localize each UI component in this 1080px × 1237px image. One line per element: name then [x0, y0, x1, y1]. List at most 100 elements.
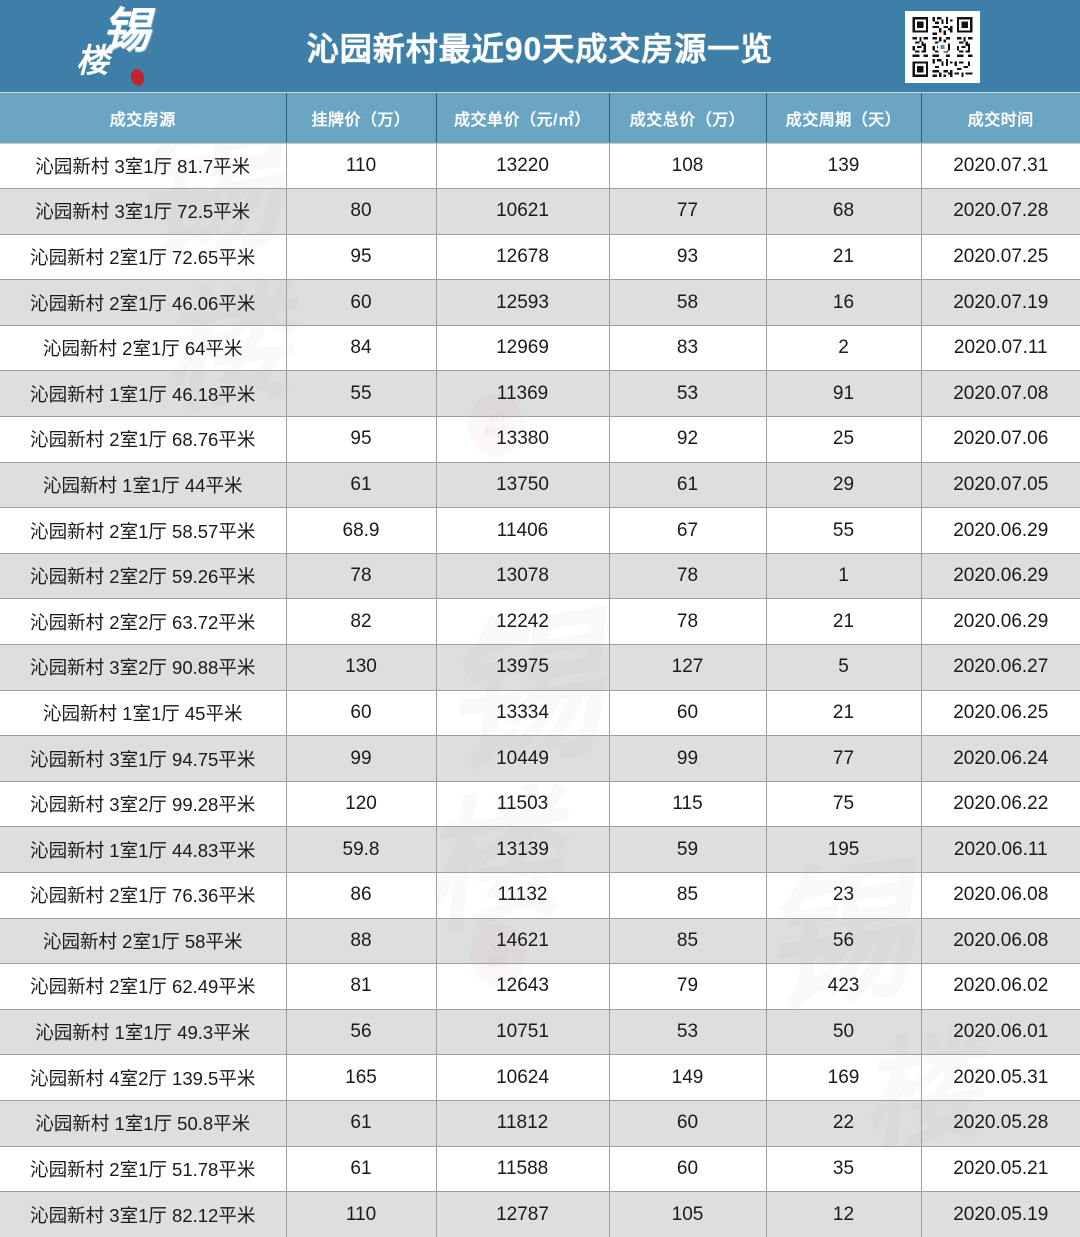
- cell-total-price: 85: [609, 918, 767, 965]
- table-row[interactable]: 沁园新村 2室2厅 59.26平米 78 13078 78 1 2020.06.29: [0, 553, 1080, 600]
- table-row[interactable]: 沁园新村 3室1厅 81.7平米 110 13220 108 139 2020.07.31: [0, 143, 1080, 190]
- column-header-cycle-days[interactable]: 成交周期（天）: [766, 93, 922, 144]
- cell-deal-date: 2020.05.21: [921, 1146, 1080, 1193]
- cell-listing: 沁园新村 3室1厅 82.12平米: [0, 1191, 287, 1237]
- table-row[interactable]: 沁园新村 2室2厅 63.72平米 82 12242 78 21 2020.06.29: [0, 598, 1080, 646]
- cell-unit-price: 13139: [436, 826, 610, 873]
- cell-total-price: 115: [609, 781, 767, 828]
- cell-total-price: 83: [609, 325, 767, 372]
- cell-cycle-days: 169: [766, 1054, 922, 1101]
- table-row[interactable]: 沁园新村 3室2厅 99.28平米 120 11503 115 75 2020.06.22: [0, 781, 1080, 828]
- column-header-total-price[interactable]: 成交总价（万）: [609, 93, 767, 144]
- cell-deal-date: 2020.06.01: [921, 1009, 1080, 1056]
- cell-listing: 沁园新村 2室1厅 76.36平米: [0, 872, 287, 919]
- table-row[interactable]: 沁园新村 2室1厅 46.06平米 60 12593 58 16 2020.07.19: [0, 279, 1080, 326]
- cell-deal-date: 2020.06.08: [921, 918, 1080, 965]
- cell-total-price: 53: [609, 1009, 767, 1056]
- cell-cycle-days: 91: [766, 370, 922, 418]
- cell-cycle-days: 25: [766, 416, 922, 463]
- cell-list-price: 78: [286, 553, 437, 600]
- cell-cycle-days: 12: [766, 1191, 922, 1237]
- cell-total-price: 78: [609, 598, 767, 646]
- cell-list-price: 61: [286, 462, 437, 509]
- table-row[interactable]: 沁园新村 2室1厅 72.65平米 95 12678 93 21 2020.07.25: [0, 234, 1080, 281]
- cell-cycle-days: 50: [766, 1009, 922, 1056]
- table-row[interactable]: 沁园新村 3室1厅 72.5平米 80 10621 77 68 2020.07.28: [0, 188, 1080, 235]
- cell-unit-price: 11406: [436, 507, 610, 554]
- cell-unit-price: 10621: [436, 188, 610, 235]
- cell-listing: 沁园新村 3室1厅 81.7平米: [0, 143, 287, 190]
- table-row[interactable]: 沁园新村 3室1厅 82.12平米 110 12787 105 12 2020.05.19: [0, 1191, 1080, 1237]
- cell-unit-price: 12593: [436, 279, 610, 326]
- cell-listing: 沁园新村 1室1厅 49.3平米: [0, 1009, 287, 1056]
- cell-list-price: 68.9: [286, 507, 437, 554]
- table-row[interactable]: 沁园新村 2室1厅 58.57平米 68.9 11406 67 55 2020.06.29: [0, 507, 1080, 554]
- cell-cycle-days: 77: [766, 735, 922, 782]
- cell-unit-price: 12787: [436, 1191, 610, 1237]
- cell-listing: 沁园新村 3室1厅 94.75平米: [0, 735, 287, 782]
- table-row[interactable]: 沁园新村 2室1厅 64平米 84 12969 83 2 2020.07.11: [0, 325, 1080, 372]
- table-row[interactable]: 沁园新村 4室2厅 139.5平米 165 10624 149 169 2020.05.3…: [0, 1054, 1080, 1101]
- cell-deal-date: 2020.07.31: [921, 143, 1080, 190]
- table-row[interactable]: 沁园新村 2室1厅 76.36平米 86 11132 85 23 2020.06.08: [0, 872, 1080, 919]
- cell-unit-price: 11503: [436, 781, 610, 828]
- cell-unit-price: 12969: [436, 325, 610, 372]
- cell-total-price: 59: [609, 826, 767, 873]
- cell-listing: 沁园新村 1室1厅 46.18平米: [0, 370, 287, 418]
- cell-list-price: 81: [286, 963, 437, 1010]
- column-header-list-price[interactable]: 挂牌价（万）: [286, 93, 437, 144]
- table-row[interactable]: 沁园新村 3室1厅 94.75平米 99 10449 99 77 2020.06.24: [0, 735, 1080, 782]
- cell-cycle-days: 5: [766, 644, 922, 691]
- logo-red-dot-icon: [129, 67, 146, 88]
- cell-list-price: 110: [286, 1191, 437, 1237]
- cell-total-price: 127: [609, 644, 767, 691]
- table-row[interactable]: 沁园新村 1室1厅 45平米 60 13334 60 21 2020.06.25: [0, 690, 1080, 737]
- table-row[interactable]: 沁园新村 1室1厅 44平米 61 13750 61 29 2020.07.05: [0, 462, 1080, 509]
- cell-total-price: 60: [609, 1146, 767, 1193]
- cell-total-price: 60: [609, 1100, 767, 1147]
- cell-list-price: 82: [286, 598, 437, 646]
- cell-cycle-days: 139: [766, 143, 922, 190]
- cell-total-price: 92: [609, 416, 767, 463]
- cell-total-price: 67: [609, 507, 767, 554]
- cell-list-price: 110: [286, 143, 437, 190]
- logo-sub-char: 楼: [76, 41, 109, 80]
- table-row[interactable]: 沁园新村 2室1厅 62.49平米 81 12643 79 423 2020.06.02: [0, 963, 1080, 1010]
- table-row[interactable]: 沁园新村 1室1厅 50.8平米 61 11812 60 22 2020.05.28: [0, 1100, 1080, 1147]
- cell-unit-price: 12678: [436, 234, 610, 281]
- table-row[interactable]: 沁园新村 2室1厅 58平米 88 14621 85 56 2020.06.08: [0, 918, 1080, 965]
- table-row[interactable]: 沁园新村 2室1厅 51.78平米 61 11588 60 35 2020.05.21: [0, 1146, 1080, 1193]
- cell-deal-date: 2020.07.11: [921, 325, 1080, 372]
- cell-deal-date: 2020.06.02: [921, 963, 1080, 1010]
- table-row[interactable]: 沁园新村 3室2厅 90.88平米 130 13975 127 5 2020.06.27: [0, 644, 1080, 691]
- table-row[interactable]: 沁园新村 1室1厅 46.18平米 55 11369 53 91 2020.07.08: [0, 370, 1080, 418]
- cell-list-price: 120: [286, 781, 437, 828]
- cell-deal-date: 2020.06.11: [921, 826, 1080, 873]
- cell-listing: 沁园新村 1室1厅 44平米: [0, 462, 287, 509]
- cell-list-price: 61: [286, 1100, 437, 1147]
- table-row[interactable]: 沁园新村 2室1厅 68.76平米 95 13380 92 25 2020.07.06: [0, 416, 1080, 463]
- column-header-listing[interactable]: 成交房源: [0, 93, 287, 144]
- cell-total-price: 79: [609, 963, 767, 1010]
- cell-total-price: 93: [609, 234, 767, 281]
- cell-listing: 沁园新村 2室1厅 46.06平米: [0, 279, 287, 326]
- logo-main-char: 锡: [102, 3, 150, 59]
- cell-deal-date: 2020.07.28: [921, 188, 1080, 235]
- cell-listing: 沁园新村 4室2厅 139.5平米: [0, 1054, 287, 1101]
- table-body: 沁园新村 3室1厅 81.7平米 110 13220 108 139 2020.07.31…: [0, 143, 1080, 1237]
- cell-list-price: 130: [286, 644, 437, 691]
- cell-listing: 沁园新村 1室1厅 45平米: [0, 690, 287, 737]
- column-header-deal-date[interactable]: 成交时间: [921, 93, 1080, 144]
- cell-unit-price: 13380: [436, 416, 610, 463]
- cell-list-price: 56: [286, 1009, 437, 1056]
- cell-list-price: 88: [286, 918, 437, 965]
- cell-cycle-days: 21: [766, 598, 922, 646]
- cell-listing: 沁园新村 2室2厅 59.26平米: [0, 553, 287, 600]
- cell-cycle-days: 21: [766, 234, 922, 281]
- column-header-unit-price[interactable]: 成交单价（元/㎡）: [436, 93, 610, 144]
- table-row[interactable]: 沁园新村 1室1厅 49.3平米 56 10751 53 50 2020.06.01: [0, 1009, 1080, 1056]
- cell-cycle-days: 35: [766, 1146, 922, 1193]
- table-row[interactable]: 沁园新村 1室1厅 44.83平米 59.8 13139 59 195 2020.06.1…: [0, 826, 1080, 873]
- cell-total-price: 105: [609, 1191, 767, 1237]
- transactions-table: 成交房源 挂牌价（万） 成交单价（元/㎡） 成交总价（万） 成交周期（天） 成交…: [0, 93, 1080, 1237]
